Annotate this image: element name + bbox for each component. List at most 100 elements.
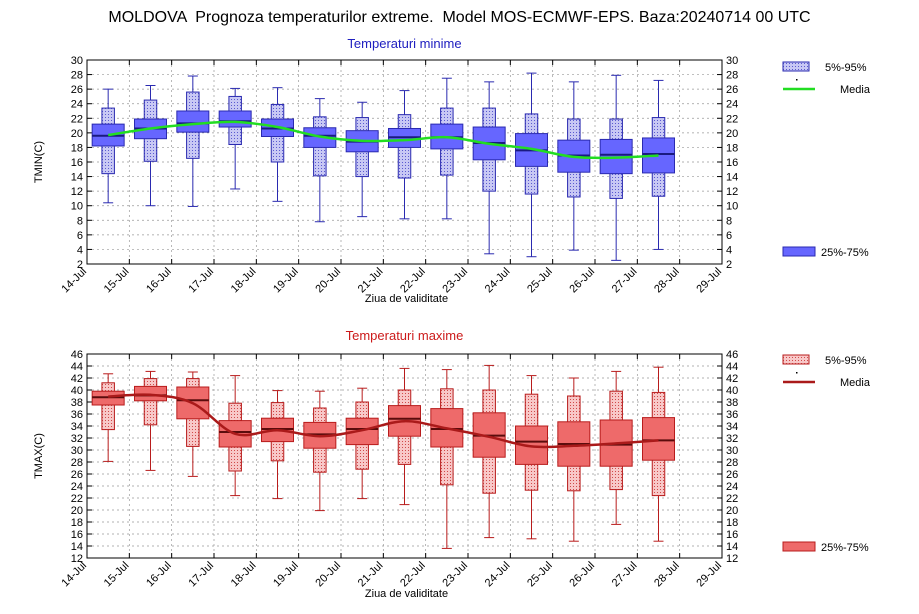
y-tick-label: 4: [77, 244, 83, 256]
x-axis-label: Ziua de validitate: [365, 293, 448, 305]
y-tick-label-right: 26: [726, 469, 738, 481]
legend-label-25-75: 25%-75%: [821, 542, 869, 554]
x-tick-label: 15-Jul: [102, 560, 132, 590]
y-tick-label: 14: [71, 172, 83, 184]
y-axis-label: TMIN(C): [33, 141, 45, 183]
box-16-Jul: [134, 85, 167, 207]
y-tick-label-right: 16: [726, 529, 738, 541]
y-tick-label-right: 16: [726, 157, 738, 169]
y-tick-label-right: 30: [726, 445, 738, 457]
y-tick-label: 26: [71, 84, 83, 96]
y-tick-label: 2: [77, 259, 83, 271]
y-tick-label: 30: [71, 445, 83, 457]
y-tick-label: 28: [71, 457, 83, 469]
y-tick-label: 38: [71, 397, 83, 409]
iqr-25-75-box: [642, 417, 675, 461]
y-tick-label: 36: [71, 409, 83, 421]
legend-label-5-95: 5%-95%: [825, 355, 867, 367]
y-tick-label: 18: [71, 142, 83, 154]
x-axis-label: Ziua de validitate: [365, 588, 448, 600]
legend-label-media: Media: [840, 84, 871, 96]
x-tick-label: 24-Jul: [483, 266, 513, 296]
y-tick-label-right: 34: [726, 421, 738, 433]
y-tick-label: 32: [71, 433, 83, 445]
x-tick-label: 19-Jul: [271, 560, 301, 590]
y-tick-label-right: 4: [726, 244, 732, 256]
y-tick-label-right: 18: [726, 142, 738, 154]
x-tick-label: 14-Jul: [59, 266, 89, 296]
box-15-Jul: [91, 373, 125, 462]
x-tick-label: 22-Jul: [398, 266, 428, 296]
box-27-Jul: [599, 74, 633, 261]
x-tick-label: 29-Jul: [694, 560, 724, 590]
y-tick-label: 42: [71, 373, 83, 385]
legend-swatch-5-95: [782, 61, 810, 72]
legend: 5%-95% Media 25%-75%: [782, 354, 871, 554]
legend-dot: [796, 79, 798, 81]
y-tick-label: 20: [71, 128, 83, 140]
y-tick-label-right: 24: [726, 99, 738, 111]
y-tick-label-right: 42: [726, 373, 738, 385]
legend-dot: [796, 372, 798, 374]
x-tick-label: 25-Jul: [525, 266, 555, 296]
y-tick-label-right: 44: [726, 361, 738, 373]
x-tick-label: 26-Jul: [567, 560, 597, 590]
box-26-Jul: [557, 377, 591, 542]
mean-line-media: [107, 120, 659, 160]
y-tick-label-right: 20: [726, 128, 738, 140]
x-tick-label: 26-Jul: [567, 266, 597, 296]
range-5-95-box: [143, 378, 158, 426]
box-17-Jul: [176, 75, 210, 207]
x-tick-label: 28-Jul: [652, 560, 682, 590]
plot-frame: [86, 353, 723, 559]
y-tick-label-right: 40: [726, 385, 738, 397]
y-tick-label: 16: [71, 157, 83, 169]
legend-swatch-25-75: [782, 246, 816, 257]
y-tick-label-right: 20: [726, 505, 738, 517]
y-tick-label: 46: [71, 349, 83, 361]
box-16-Jul: [134, 370, 167, 471]
x-tick-label: 27-Jul: [610, 266, 640, 296]
y-tick-label-right: 14: [726, 172, 738, 184]
legend-swatch-25-75: [782, 541, 816, 552]
y-tick-label: 40: [71, 385, 83, 397]
y-tick-label-right: 26: [726, 84, 738, 96]
legend-swatch-5-95: [782, 354, 810, 365]
box-23-Jul: [430, 77, 464, 220]
y-tick-label-right: 12: [726, 186, 738, 198]
x-tick-label: 21-Jul: [356, 560, 386, 590]
box-25-Jul: [515, 72, 548, 258]
y-tick-label: 16: [71, 529, 83, 541]
x-tick-label: 23-Jul: [440, 560, 470, 590]
y-tick-label: 22: [71, 493, 83, 505]
y-tick-label-right: 6: [726, 230, 732, 242]
y-tick-label-right: 30: [726, 55, 738, 67]
legend-label-media: Media: [840, 377, 871, 389]
x-tick-label: 24-Jul: [483, 560, 513, 590]
y-tick-label: 12: [71, 553, 83, 565]
x-tick-label: 20-Jul: [313, 560, 343, 590]
y-tick-label: 10: [71, 201, 83, 213]
box-24-Jul: [472, 364, 506, 539]
y-tick-label-right: 38: [726, 397, 738, 409]
box-23-Jul: [430, 369, 464, 549]
box-21-Jul: [345, 101, 379, 218]
x-tick-label: 28-Jul: [652, 266, 682, 296]
y-tick-label-right: 28: [726, 70, 738, 82]
box-24-Jul: [472, 81, 506, 255]
x-tick-label: 17-Jul: [186, 560, 216, 590]
y-tick-label-right: 36: [726, 409, 738, 421]
y-tick-label-right: 22: [726, 493, 738, 505]
box-15-Jul: [91, 88, 125, 204]
box-28-Jul: [642, 366, 675, 542]
y-tick-label: 14: [71, 541, 83, 553]
mean-line-media: [108, 393, 659, 449]
x-tick-label: 20-Jul: [313, 266, 343, 296]
y-tick-label-right: 18: [726, 517, 738, 529]
y-tick-label-right: 32: [726, 433, 738, 445]
y-tick-label-right: 14: [726, 541, 738, 553]
legend-label-5-95: 5%-95%: [825, 62, 867, 74]
